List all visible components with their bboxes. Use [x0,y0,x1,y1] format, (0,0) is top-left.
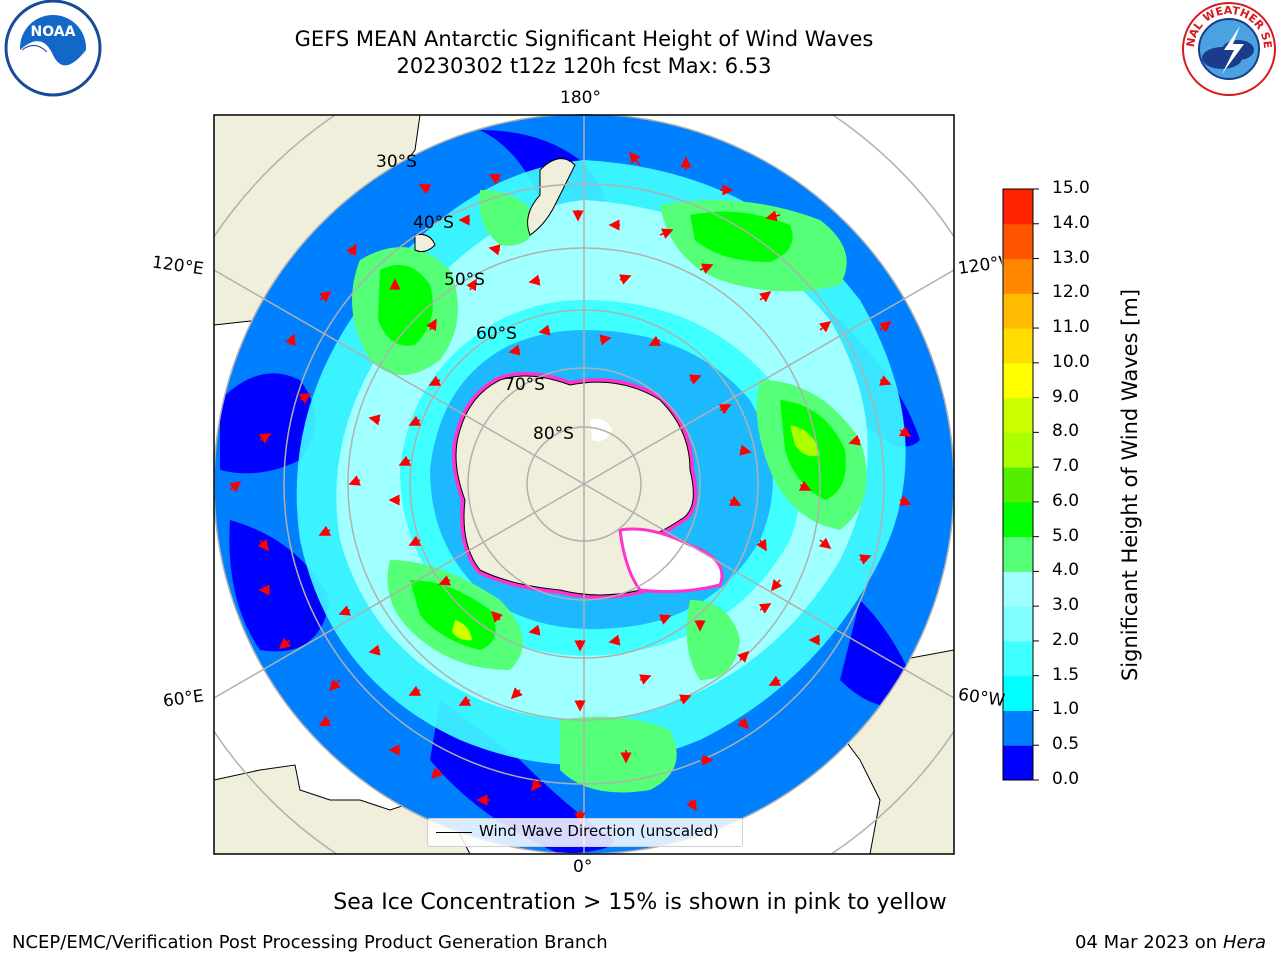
lat-label-70: 70°S [504,375,545,395]
colorbar-tick-label: 0.5 [1052,734,1080,755]
colorbar-tick-label: 2.0 [1052,629,1080,650]
colorbar-tick-label: 3.0 [1052,595,1080,616]
colorbar-swatch [1003,189,1033,225]
lat-label-60: 60°S [476,324,517,344]
map-frame [213,114,955,855]
legend-label: Wind Wave Direction (unscaled) [479,822,719,840]
credit-text: NCEP/EMC/Verification Post Processing Pr… [12,932,608,953]
lat-label-50: 50°S [444,270,485,290]
lon-label-bottom: 0° [573,857,593,877]
colorbar-tick-label: 11.0 [1052,317,1090,338]
lon-label-top: 180° [560,88,601,108]
colorbar-tick-label: 15.0 [1052,178,1090,198]
colorbar-swatch [1003,675,1033,711]
legend-line-sample [436,832,472,833]
colorbar-swatch [1003,710,1033,746]
date-stamp: 04 Mar 2023 on Hera [1075,932,1266,953]
colorbar-tick-label: 0.0 [1052,769,1080,789]
colorbar-swatch [1003,745,1033,781]
colorbar-swatch [1003,293,1033,329]
svg-text:NOAA: NOAA [31,24,76,40]
lat-label-30: 30°S [376,152,417,172]
colorbar-swatch [1003,606,1033,642]
colorbar-swatch [1003,258,1033,294]
map-legend: Wind Wave Direction (unscaled) [427,818,743,847]
lat-label-80: 80°S [533,424,574,444]
colorbar-swatch [1003,362,1033,399]
chart-subtitle: 20230302 t12z 120h fcst Max: 6.53 [396,54,772,78]
sea-ice-note-text: Sea Ice Concentration > 15% is shown in … [333,890,947,915]
date-text: 04 Mar 2023 on [1074,932,1218,953]
colorbar-tick-label: 12.0 [1052,282,1090,303]
colorbar-tick-label: 8.0 [1052,421,1080,442]
colorbar-tick-label: 10.0 [1052,351,1090,372]
colorbar-swatch [1003,328,1033,364]
colorbar-swatch [1003,501,1033,538]
wave-direction-arrows [229,151,912,824]
colorbar-label: Significant Height of Wind Waves [m] [1118,288,1142,682]
machine-name: Hera [1222,932,1266,953]
lon-gridlines [214,115,954,854]
colorbar-swatch [1003,397,1033,433]
chart-title: GEFS MEAN Antarctic Significant Height o… [294,27,874,51]
colorbar-tick-label: 7.0 [1052,456,1080,477]
colorbar-tick-label: 13.0 [1052,247,1090,268]
colorbar-tick-label: 1.0 [1052,699,1080,720]
colorbar-tick-label: 9.0 [1052,386,1080,407]
colorbar-swatch [1003,223,1033,260]
nws-logo: NATIONAL WEATHER SERVICE [1178,0,1276,96]
colorbar-tick-label: 14.0 [1052,212,1090,233]
colorbar-tick-label: 5.0 [1052,525,1080,546]
colorbar-tick-label: 6.0 [1052,490,1080,511]
colorbar-swatch [1003,536,1033,572]
colorbar-swatch [1003,467,1033,503]
lat-label-40: 40°S [413,213,454,233]
noaa-logo: NOAA [4,0,102,97]
colorbar-frame [1002,188,1034,781]
colorbar [1003,189,1033,781]
colorbar-tick-label: 1.5 [1052,664,1080,685]
colorbar-tick-label: 4.0 [1052,560,1080,581]
colorbar-swatch [1003,571,1033,607]
colorbar-swatch [1003,432,1033,468]
sea-ice-note: Sea Ice Concentration > 15% is shown in … [0,890,1280,915]
colorbar-swatch [1003,640,1033,677]
